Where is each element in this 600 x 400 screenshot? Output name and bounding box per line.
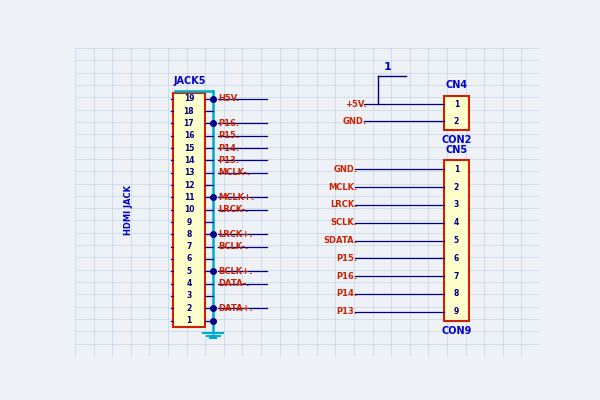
Text: 6: 6 xyxy=(454,254,459,263)
Text: 9: 9 xyxy=(187,218,191,226)
Text: MCLK+.: MCLK+. xyxy=(218,193,255,202)
Text: 4: 4 xyxy=(187,279,191,288)
Text: 15: 15 xyxy=(184,144,194,152)
Text: SDATA.: SDATA. xyxy=(323,236,358,245)
Text: 9: 9 xyxy=(454,307,459,316)
Text: CON9: CON9 xyxy=(441,326,472,336)
Text: 17: 17 xyxy=(184,119,194,128)
Text: 2: 2 xyxy=(187,304,191,313)
Text: 3: 3 xyxy=(454,200,459,210)
Text: CN4: CN4 xyxy=(445,80,467,90)
Text: MCLK.: MCLK. xyxy=(328,183,358,192)
Text: 1: 1 xyxy=(187,316,191,325)
Text: SCLK.: SCLK. xyxy=(331,218,358,227)
Text: MCLK-.: MCLK-. xyxy=(218,168,251,177)
Text: 16: 16 xyxy=(184,131,194,140)
Text: 13: 13 xyxy=(184,168,194,177)
Text: 5: 5 xyxy=(454,236,459,245)
Text: GND.: GND. xyxy=(343,117,367,126)
Text: H5V.: H5V. xyxy=(218,94,240,103)
Text: 11: 11 xyxy=(184,193,194,202)
Text: 7: 7 xyxy=(454,272,459,280)
Text: LRCK.: LRCK. xyxy=(330,200,358,210)
Text: 18: 18 xyxy=(184,107,194,116)
Text: DATA-.: DATA-. xyxy=(218,279,250,288)
Text: 6: 6 xyxy=(187,254,191,264)
Text: 5: 5 xyxy=(187,267,191,276)
Text: P14.: P14. xyxy=(218,144,240,152)
Text: LRCK+.: LRCK+. xyxy=(218,230,253,239)
Text: 2: 2 xyxy=(454,183,459,192)
Text: 8: 8 xyxy=(454,289,459,298)
Text: 1: 1 xyxy=(454,100,459,109)
Text: P13.: P13. xyxy=(337,307,358,316)
Text: 4: 4 xyxy=(454,218,459,227)
Text: P13.: P13. xyxy=(218,156,239,165)
Text: GND.: GND. xyxy=(334,165,358,174)
Bar xyxy=(443,160,469,320)
Text: 14: 14 xyxy=(184,156,194,165)
Text: BCLK-.: BCLK-. xyxy=(218,242,249,251)
Bar xyxy=(173,93,205,327)
Text: 19: 19 xyxy=(184,94,194,103)
Text: 1: 1 xyxy=(384,62,392,72)
Text: P14.: P14. xyxy=(337,289,358,298)
Text: 8: 8 xyxy=(186,230,191,239)
Text: P15.: P15. xyxy=(218,131,240,140)
Text: 7: 7 xyxy=(186,242,191,251)
Text: CN5: CN5 xyxy=(445,145,467,155)
Text: DATA+.: DATA+. xyxy=(218,304,254,313)
Text: LRCK-.: LRCK-. xyxy=(218,205,249,214)
Bar xyxy=(443,96,469,130)
Text: 12: 12 xyxy=(184,180,194,190)
Text: HDMI JACK: HDMI JACK xyxy=(124,185,133,235)
Text: 3: 3 xyxy=(187,292,191,300)
Text: P16.: P16. xyxy=(218,119,240,128)
Text: P15.: P15. xyxy=(337,254,358,263)
Text: 1: 1 xyxy=(454,165,459,174)
Text: 10: 10 xyxy=(184,205,194,214)
Text: BCLK+.: BCLK+. xyxy=(218,267,253,276)
Text: CON2: CON2 xyxy=(441,135,472,145)
Text: 2: 2 xyxy=(454,117,459,126)
Text: JACK5: JACK5 xyxy=(173,76,206,86)
Text: +5V.: +5V. xyxy=(345,100,367,109)
Text: P16.: P16. xyxy=(337,272,358,280)
